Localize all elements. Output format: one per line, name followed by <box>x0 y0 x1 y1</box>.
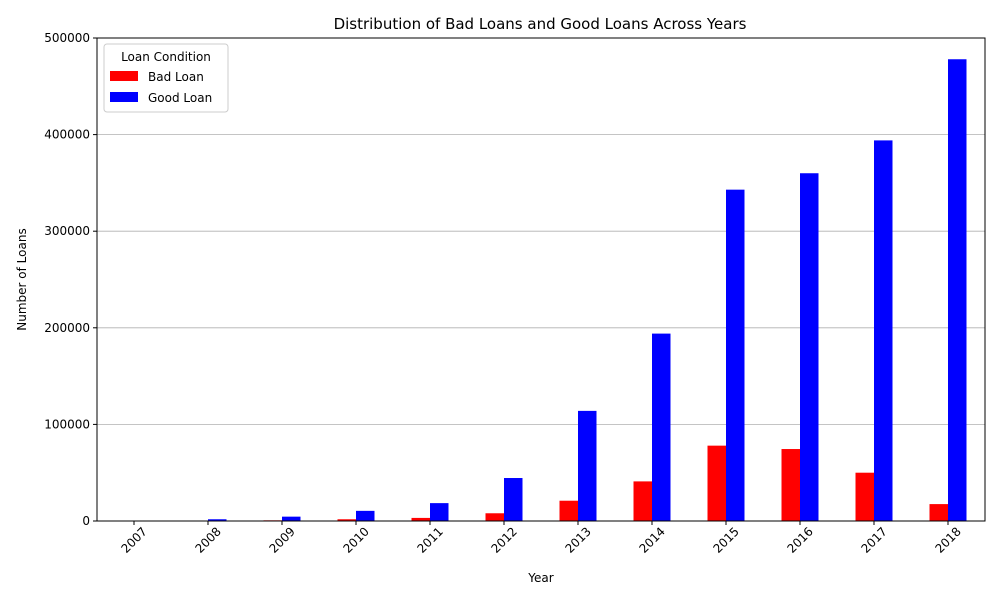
x-tick-label: 2014 <box>636 524 667 555</box>
bar-good-loan-2009 <box>282 516 301 521</box>
bar-bad-loan-2018 <box>929 504 948 521</box>
y-tick-label: 300000 <box>44 224 90 238</box>
bar-bad-loan-2017 <box>855 472 874 521</box>
x-tick-label: 2007 <box>118 524 149 555</box>
x-tick-label: 2011 <box>414 524 445 555</box>
x-tick-label: 2009 <box>266 524 297 555</box>
y-tick-label: 400000 <box>44 128 90 142</box>
legend-label-good-loan: Good Loan <box>148 91 212 105</box>
y-tick-label: 200000 <box>44 321 90 335</box>
x-tick-label: 2008 <box>192 524 223 555</box>
legend-swatch-bad-loan <box>110 71 138 81</box>
bar-good-loan-2018 <box>948 59 967 521</box>
chart-title: Distribution of Bad Loans and Good Loans… <box>334 15 747 33</box>
y-tick-label: 100000 <box>44 417 90 431</box>
x-tick-label: 2018 <box>932 524 963 555</box>
x-axis-label: Year <box>527 571 553 585</box>
bar-good-loan-2014 <box>652 333 671 521</box>
bar-bad-loan-2011 <box>411 517 430 521</box>
bar-good-loan-2013 <box>578 410 597 521</box>
x-tick-label: 2013 <box>562 524 593 555</box>
bar-bad-loan-2010 <box>337 519 356 521</box>
y-axis: 0 100000 200000 300000 400000 500000 <box>44 31 97 528</box>
x-tick-label: 2016 <box>784 524 815 555</box>
y-tick-label: 0 <box>82 514 90 528</box>
bar-bad-loan-2015 <box>707 445 726 521</box>
bars <box>115 59 967 522</box>
x-tick-label: 2015 <box>710 524 741 555</box>
bar-bad-loan-2016 <box>781 449 800 521</box>
bar-bad-loan-2013 <box>559 500 578 521</box>
x-axis: 2007 2008 2009 2010 2011 2012 2013 2014 2015 2016… <box>118 521 964 556</box>
x-tick-label: 2012 <box>488 524 519 555</box>
y-tick-label: 500000 <box>44 31 90 45</box>
bar-bad-loan-2014 <box>633 481 652 521</box>
bar-good-loan-2008 <box>208 519 227 521</box>
bar-good-loan-2015 <box>726 189 745 522</box>
x-tick-label: 2010 <box>340 524 371 555</box>
plot-frame <box>96 37 986 522</box>
legend: Loan Condition Bad Loan Good Loan <box>103 43 229 113</box>
bar-good-loan-2010 <box>356 510 375 521</box>
legend-label-bad-loan: Bad Loan <box>148 70 204 84</box>
legend-swatch-good-loan <box>110 92 138 102</box>
legend-title: Loan Condition <box>121 50 211 64</box>
bar-good-loan-2011 <box>430 503 449 521</box>
bar-good-loan-2017 <box>874 140 893 521</box>
bar-good-loan-2012 <box>504 478 523 521</box>
y-axis-label: Number of Loans <box>15 228 29 330</box>
bar-good-loan-2016 <box>800 173 819 522</box>
bar-bad-loan-2012 <box>485 513 504 521</box>
gridlines <box>97 37 985 522</box>
x-tick-label: 2017 <box>858 524 889 555</box>
